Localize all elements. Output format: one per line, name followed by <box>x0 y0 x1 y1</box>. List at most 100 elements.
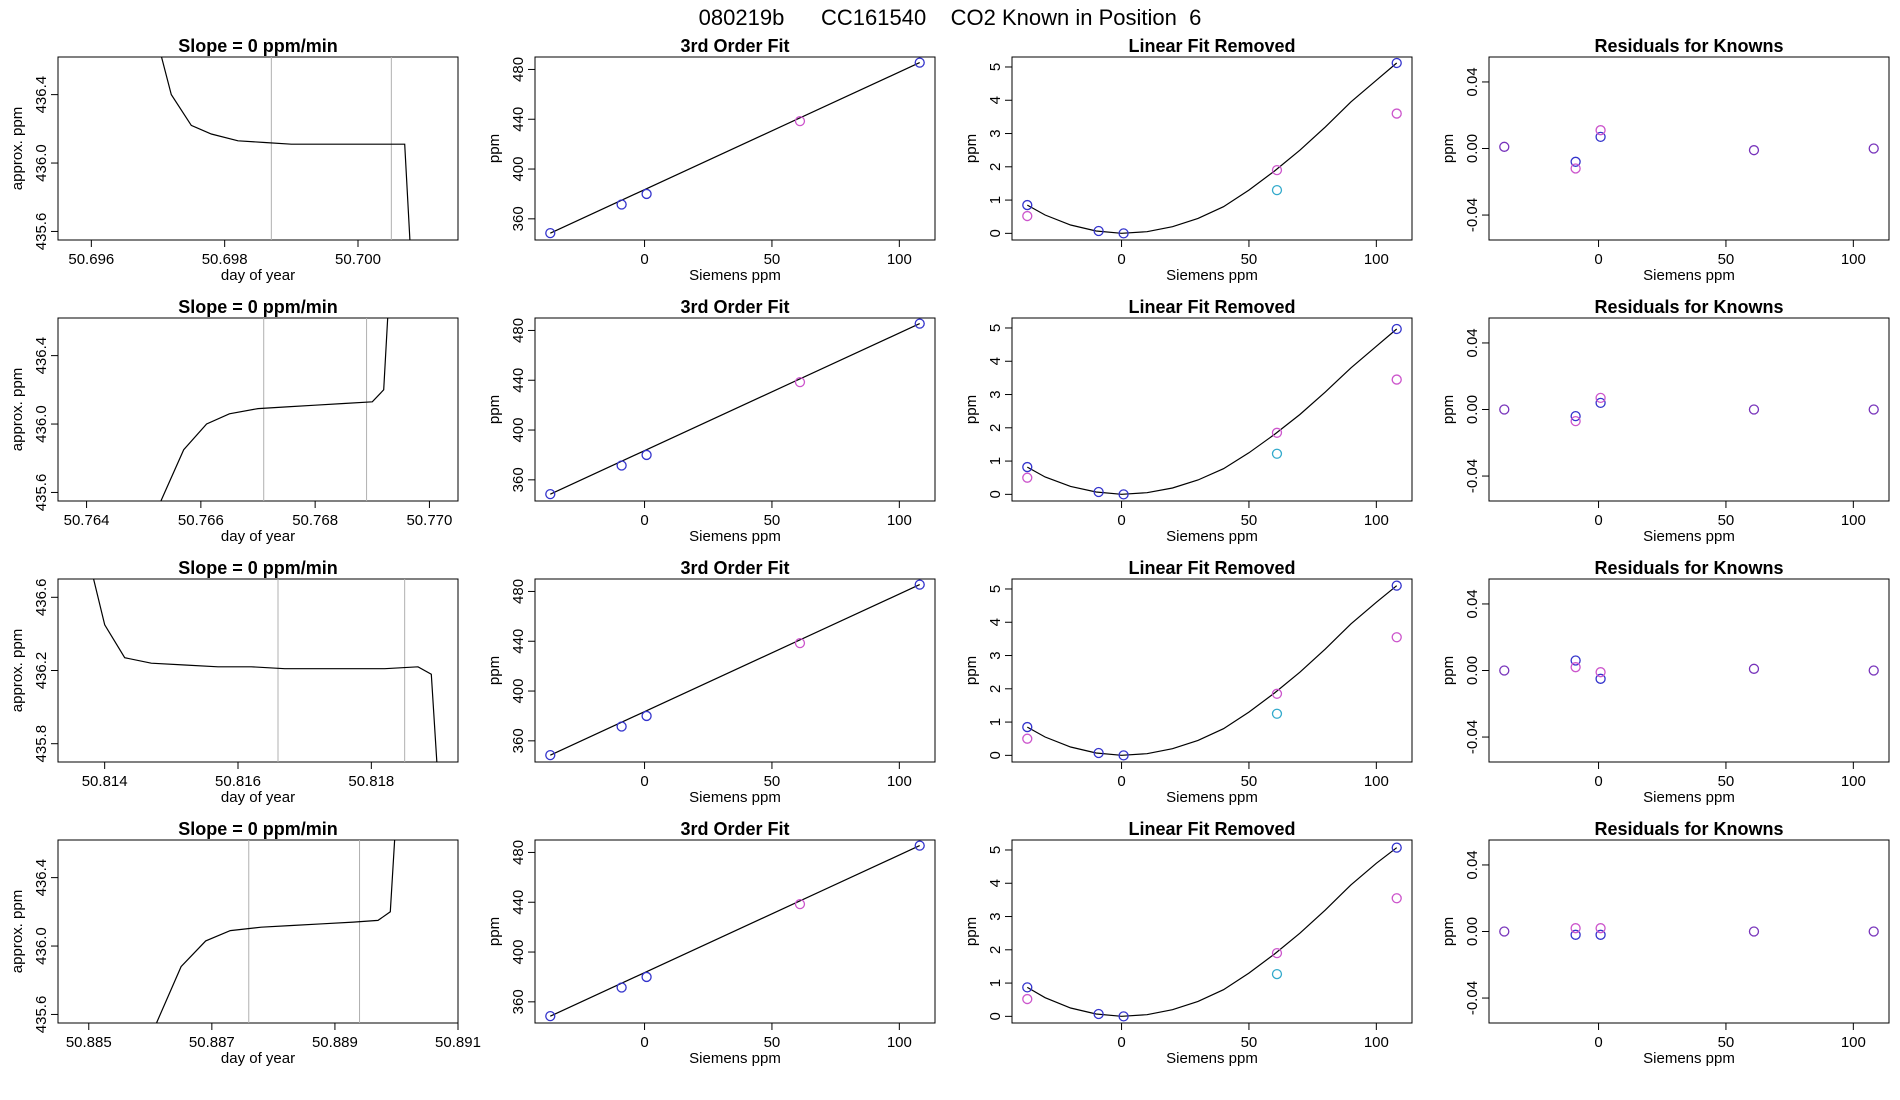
fit-line <box>550 323 920 495</box>
y-axis-label: approx. ppm <box>9 107 26 190</box>
panel-title: Residuals for Knowns <box>1594 36 1783 56</box>
data-point-blue <box>1022 721 1033 733</box>
y-tick-label: 435.8 <box>33 725 50 763</box>
chart-panel-14: 3rd Order Fit 0 50 100 360 400 440 480 Siemens p… <box>486 819 936 1067</box>
y-tick-label: 436.4 <box>33 337 50 375</box>
y-tick-label: 400 <box>510 157 527 182</box>
data-point-magenta <box>1391 893 1402 904</box>
panel-title: Linear Fit Removed <box>1128 819 1295 839</box>
concentration-trace <box>92 579 438 762</box>
x-tick-label: 100 <box>887 1034 912 1051</box>
fit-curve <box>1027 62 1398 234</box>
data-point-magenta <box>794 898 806 910</box>
data-point-blue <box>1391 580 1402 591</box>
fit-line <box>550 62 920 234</box>
y-tick-label: 360 <box>510 467 527 492</box>
fit-line <box>550 845 920 1017</box>
y-tick-label: 2 <box>987 424 1004 432</box>
y-axis-label: approx. ppm <box>9 890 26 973</box>
chart-panel-6: 3rd Order Fit 0 50 100 360 400 440 480 Siemens p… <box>486 297 936 545</box>
panel-title: 3rd Order Fit <box>680 819 789 839</box>
panel-title: 3rd Order Fit <box>680 558 789 578</box>
plot-frame <box>1011 56 1413 241</box>
plot-frame <box>534 56 936 241</box>
data-point-blue <box>616 982 627 993</box>
data-point-magenta <box>1391 374 1402 385</box>
y-axis-label: ppm <box>486 395 503 424</box>
data-point-magenta <box>1022 733 1033 744</box>
plot-area <box>160 318 389 501</box>
data-point-magenta <box>1271 164 1283 176</box>
data-point-magenta <box>1570 415 1581 427</box>
data-point-blue <box>1595 929 1606 940</box>
x-tick-label: 50 <box>1718 512 1735 529</box>
data-point-purple <box>1499 404 1510 415</box>
y-tick-label: 0.00 <box>1464 656 1481 685</box>
data-point-blue <box>914 840 925 851</box>
plot-frame <box>534 578 936 763</box>
y-tick-label: -0.04 <box>1464 720 1481 754</box>
x-axis-label: day of year <box>221 789 295 806</box>
plot-area <box>1499 392 1879 427</box>
plot-area <box>1499 125 1879 174</box>
panel-title: Slope = 0 ppm/min <box>178 558 338 578</box>
x-axis-label: Siemens ppm <box>689 267 781 284</box>
y-tick-label: 0.00 <box>1464 917 1481 946</box>
x-axis-label: Siemens ppm <box>689 1050 781 1067</box>
concentration-trace <box>160 318 389 501</box>
data-point-purple <box>1499 141 1510 152</box>
panel-title: Linear Fit Removed <box>1128 297 1295 317</box>
x-tick-label: 0 <box>1594 1034 1602 1051</box>
data-point-blue <box>1022 461 1033 473</box>
data-point-blue <box>1595 131 1606 143</box>
data-point-blue <box>641 971 652 983</box>
x-tick-label: 0 <box>1594 251 1602 268</box>
data-point-blue <box>1391 842 1402 853</box>
y-axis-label: approx. ppm <box>9 629 26 712</box>
data-point-purple <box>1868 926 1879 937</box>
data-point-blue <box>1118 1011 1129 1022</box>
y-tick-label: 435.6 <box>33 996 50 1034</box>
data-point-magenta <box>1595 125 1606 136</box>
x-tick-label: 0 <box>640 1034 648 1051</box>
plot-frame <box>1011 578 1413 763</box>
data-point-blue <box>616 460 627 471</box>
figure-title: 080219b CC161540 CO2 Known in Position 6 <box>699 5 1202 30</box>
y-tick-label: 4 <box>987 879 1004 887</box>
y-tick-label: 400 <box>510 679 527 704</box>
plot-frame <box>57 578 459 763</box>
data-point-blue <box>1570 655 1581 666</box>
x-tick-label: 50.814 <box>82 773 128 790</box>
data-point-magenta <box>794 376 806 388</box>
x-tick-label: 100 <box>1364 773 1389 790</box>
panel-title: 3rd Order Fit <box>680 36 789 56</box>
fit-curve <box>1027 585 1398 756</box>
data-point-cyan <box>1271 448 1283 459</box>
y-tick-label: -0.04 <box>1464 198 1481 232</box>
x-tick-label: 50.766 <box>178 512 224 529</box>
data-point-magenta <box>1022 993 1033 1005</box>
panel-title: Slope = 0 ppm/min <box>178 36 338 56</box>
chart-panel-2: 3rd Order Fit 0 50 100 360 400 440 480 Siemens p… <box>486 36 936 284</box>
y-axis-label: ppm <box>1440 656 1457 685</box>
chart-panel-13: Slope = 0 ppm/min 50.885 50.887 50.889 50.89… <box>9 819 481 1067</box>
y-tick-label: 360 <box>510 728 527 753</box>
y-tick-label: 440 <box>510 890 527 915</box>
y-tick-label: 0.04 <box>1464 67 1481 96</box>
concentration-trace <box>155 840 396 1023</box>
y-tick-label: 5 <box>987 63 1004 71</box>
x-tick-label: 50.770 <box>406 512 452 529</box>
y-tick-label: 440 <box>510 629 527 654</box>
x-tick-label: 100 <box>887 251 912 268</box>
data-point-blue <box>914 57 925 68</box>
x-tick-label: 50 <box>1718 251 1735 268</box>
x-tick-label: 50.700 <box>335 251 381 268</box>
y-tick-label: 4 <box>987 357 1004 365</box>
x-tick-label: 50 <box>1241 512 1258 529</box>
x-tick-label: 0 <box>1117 1034 1125 1051</box>
y-tick-label: 2 <box>987 163 1004 171</box>
x-axis-label: Siemens ppm <box>1166 1050 1258 1067</box>
x-tick-label: 0 <box>1117 773 1125 790</box>
data-point-magenta <box>1022 472 1033 483</box>
y-tick-label: 3 <box>987 390 1004 398</box>
